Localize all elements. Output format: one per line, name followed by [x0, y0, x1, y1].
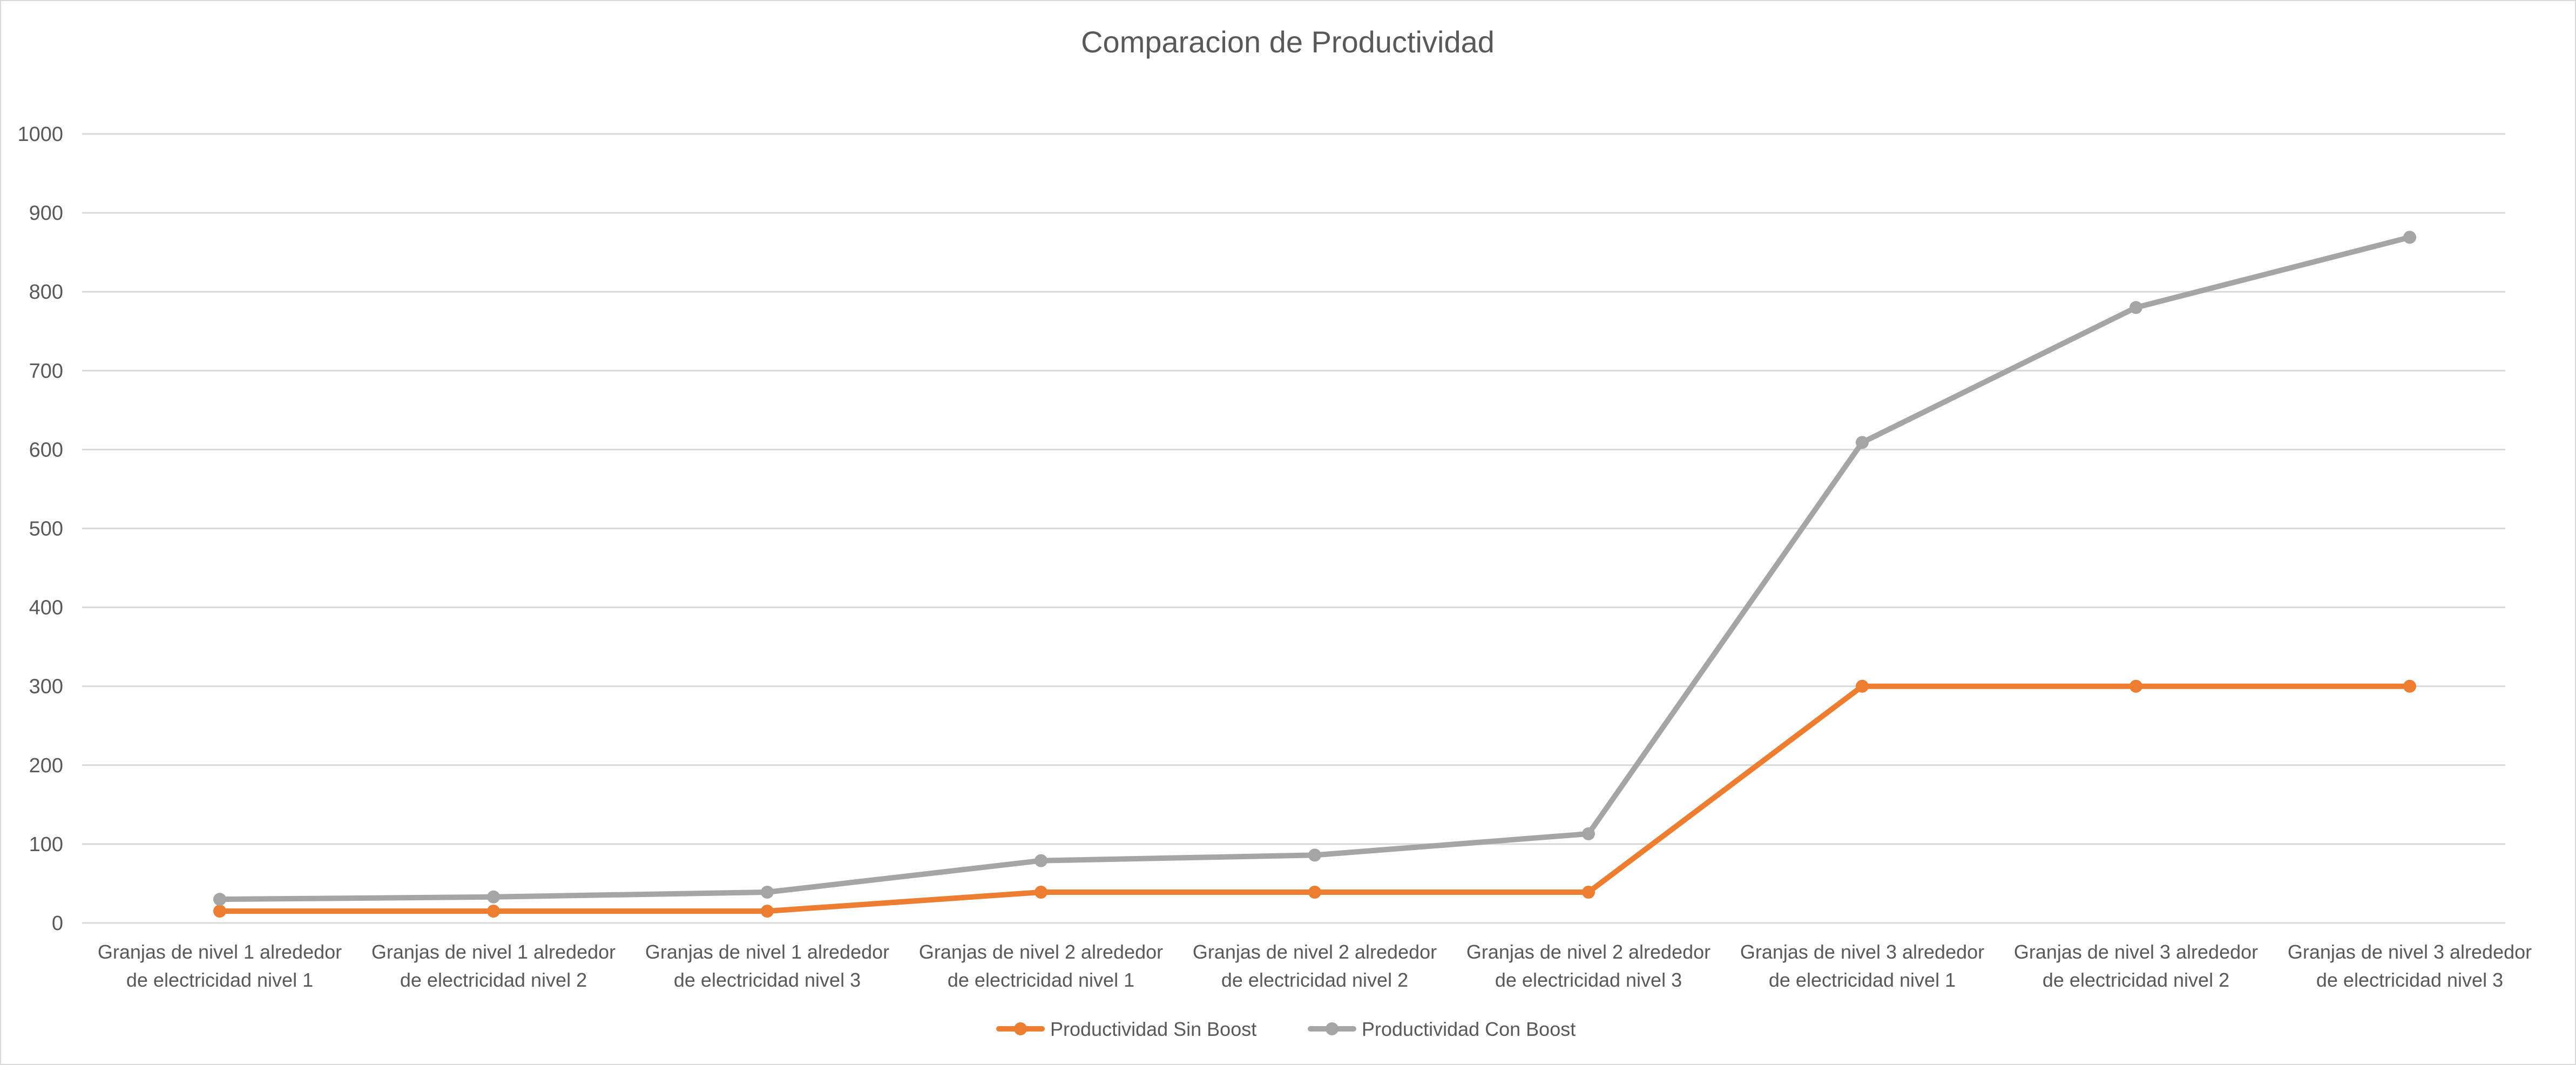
x-tick-label: de electricidad nivel 2: [1221, 969, 1408, 991]
x-tick-label: de electricidad nivel 2: [400, 969, 587, 991]
data-point: [213, 905, 226, 918]
gridlines: [82, 133, 2505, 924]
data-point: [1035, 854, 1047, 867]
y-tick-label: 200: [29, 754, 63, 777]
y-tick-label: 400: [29, 597, 63, 619]
x-tick-label: de electricidad nivel 2: [2043, 969, 2229, 991]
x-axis-ticks: Granjas de nivel 1 alrededor de electrici…: [98, 941, 2532, 991]
x-tick-label: de electricidad nivel 3: [1495, 969, 1682, 991]
x-tick-label: de electricidad nivel 3: [674, 969, 861, 991]
data-point: [1308, 848, 1321, 862]
data-point: [1035, 886, 1047, 899]
y-tick-label: 100: [29, 833, 63, 856]
legend-swatch-marker: [1326, 1022, 1338, 1035]
series-line: [217, 683, 2412, 914]
legend: Productividad Sin Boost Productividad Con…: [996, 1018, 1576, 1040]
data-point: [213, 893, 226, 906]
x-tick-label: Granjas de nivel 2 alrededor: [919, 941, 1163, 963]
series-line: [217, 234, 2412, 902]
legend-swatch-marker: [1014, 1022, 1027, 1035]
data-point: [2403, 679, 2416, 693]
data-point: [2403, 231, 2416, 244]
data-point: [1856, 679, 1869, 693]
x-tick-label: Granjas de nivel 3 alrededor: [2288, 941, 2532, 963]
x-tick-label: Granjas de nivel 1 alrededor: [98, 941, 342, 963]
data-point: [1582, 827, 1595, 840]
data-point: [2129, 301, 2142, 314]
x-tick-label: de electricidad nivel 1: [1769, 969, 1956, 991]
data-point: [1308, 886, 1321, 899]
y-tick-label: 600: [29, 439, 63, 461]
series-group: [213, 679, 2416, 918]
data-point: [1856, 436, 1869, 449]
data-point: [761, 886, 774, 899]
y-tick-label: 0: [52, 912, 63, 935]
series-group: [213, 231, 2416, 906]
chart-title: Comparacion de Productividad: [1081, 25, 1495, 59]
y-tick-label: 500: [29, 518, 63, 541]
x-tick-label: Granjas de nivel 3 alrededor: [2014, 941, 2258, 963]
data-point: [487, 890, 500, 904]
data-point: [487, 905, 500, 918]
x-tick-label: Granjas de nivel 3 alrededor: [1740, 941, 1984, 963]
x-tick-label: de electricidad nivel 1: [126, 969, 313, 991]
series-lines: [213, 231, 2416, 918]
y-tick-label: 300: [29, 676, 63, 698]
x-tick-label: de electricidad nivel 3: [2316, 969, 2503, 991]
x-tick-label: Granjas de nivel 1 alrededor: [371, 941, 616, 963]
data-point: [2129, 679, 2142, 693]
y-tick-label: 900: [29, 202, 63, 225]
x-tick-label: Granjas de nivel 2 alrededor: [1193, 941, 1437, 963]
legend-item: Productividad Sin Boost: [996, 1018, 1256, 1040]
y-tick-label: 1000: [17, 123, 63, 146]
x-tick-label: Granjas de nivel 2 alrededor: [1466, 941, 1710, 963]
data-point: [1582, 886, 1595, 899]
y-tick-label: 800: [29, 281, 63, 304]
y-axis-ticks: 0 100 200 300 400 500 600 700 800 900 1000: [17, 123, 63, 935]
legend-item: Productividad Con Boost: [1308, 1018, 1576, 1040]
x-tick-label: de electricidad nivel 1: [948, 969, 1134, 991]
x-tick-label: Granjas de nivel 1 alrededor: [645, 941, 889, 963]
data-point: [761, 905, 774, 918]
legend-label: Productividad Sin Boost: [1050, 1018, 1256, 1040]
legend-label: Productividad Con Boost: [1362, 1018, 1576, 1040]
y-tick-label: 700: [29, 360, 63, 382]
